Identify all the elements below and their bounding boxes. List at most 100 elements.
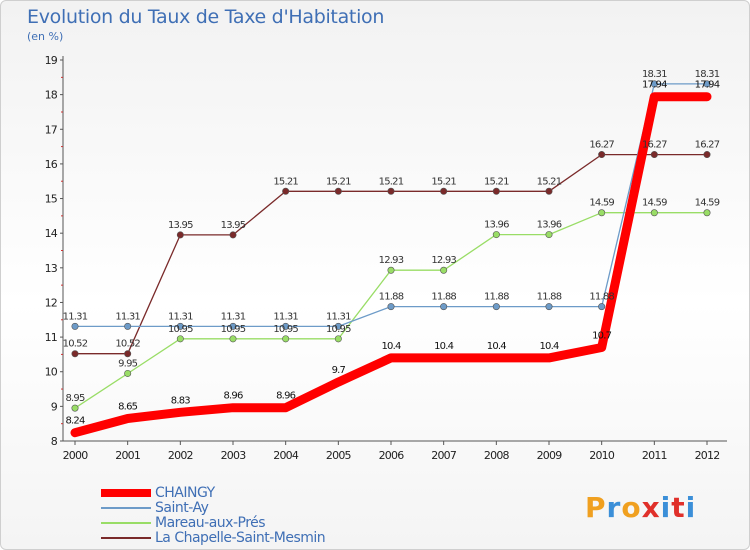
data-label-chaingy: 10.4 — [381, 341, 401, 352]
data-label-mareau-aux-pres: 10.95 — [326, 324, 351, 335]
data-point-la-chapelle-saint-mesmin — [71, 350, 79, 358]
data-label-mareau-aux-pres: 14.59 — [642, 198, 667, 209]
data-label-saint-ay: 11.31 — [221, 311, 246, 322]
logo-letter: o — [621, 491, 642, 524]
data-label-la-chapelle-saint-mesmin: 15.21 — [326, 176, 351, 187]
x-tick-label: 2006 — [379, 449, 405, 462]
data-point-mareau-aux-pres — [387, 266, 395, 274]
legend-item-la-chapelle-saint-mesmin: La Chapelle-Saint-Mesmin — [101, 529, 326, 546]
x-tick-label: 2001 — [115, 449, 140, 462]
y-tick-label: 17 — [45, 123, 58, 136]
data-point-saint-ay — [229, 322, 237, 330]
data-label-saint-ay: 11.88 — [537, 292, 562, 303]
legend-item-chaingy: CHAINGY — [101, 485, 325, 501]
data-point-la-chapelle-saint-mesmin — [492, 187, 500, 195]
logo-letter: t — [671, 491, 686, 524]
data-point-mareau-aux-pres — [71, 404, 79, 412]
logo-letter: i — [660, 491, 672, 524]
data-label-chaingy: 8.96 — [223, 391, 243, 402]
data-label-chaingy: 10.7 — [592, 330, 612, 341]
data-point-saint-ay — [440, 303, 448, 311]
y-tick-label: 15 — [45, 193, 58, 206]
data-point-saint-ay — [176, 322, 184, 330]
data-label-la-chapelle-saint-mesmin: 15.21 — [431, 176, 456, 187]
data-point-saint-ay — [703, 80, 711, 88]
data-point-mareau-aux-pres — [598, 209, 606, 217]
chart-title: Evolution du Taux de Taxe d'Habitation — [27, 6, 385, 28]
legend-swatch-mareau-aux-pres — [101, 521, 151, 524]
data-label-saint-ay: 11.88 — [431, 292, 456, 303]
y-tick-label: 14 — [45, 227, 58, 240]
data-point-mareau-aux-pres — [703, 209, 711, 217]
data-labels: 10.52 10.52 13.95 13.95 15.21 15.21 15.21 15.21… — [63, 69, 721, 427]
legend-swatch-chaingy — [101, 488, 151, 497]
data-label-mareau-aux-pres: 10.95 — [273, 324, 298, 335]
x-tick-label: 2009 — [537, 449, 563, 462]
data-label-la-chapelle-saint-mesmin: 15.21 — [484, 176, 509, 187]
data-label-saint-ay: 11.31 — [273, 311, 298, 322]
data-label-chaingy: 17.94 — [695, 80, 720, 91]
data-label-saint-ay: 18.31 — [695, 69, 720, 80]
data-point-saint-ay — [545, 303, 553, 311]
data-label-saint-ay: 11.31 — [115, 311, 140, 322]
x-tick-label: 2012 — [695, 449, 720, 462]
data-point-la-chapelle-saint-mesmin — [124, 350, 132, 358]
data-point-mareau-aux-pres — [440, 266, 448, 274]
data-point-saint-ay — [71, 322, 79, 330]
legend-swatch-la-chapelle-saint-mesmin — [101, 536, 151, 539]
y-tick-label: 12 — [45, 296, 57, 309]
data-point-la-chapelle-saint-mesmin — [545, 187, 553, 195]
legend-item-saint-ay: Saint-Ay — [101, 500, 325, 516]
data-label-chaingy: 17.94 — [642, 80, 667, 91]
data-label-chaingy: 10.4 — [539, 341, 559, 352]
data-point-mareau-aux-pres — [334, 335, 342, 343]
data-label-mareau-aux-pres: 10.95 — [168, 324, 193, 335]
x-tick-label: 2004 — [273, 449, 299, 462]
data-label-saint-ay: 11.31 — [63, 311, 88, 322]
data-label-chaingy: 8.96 — [276, 391, 296, 402]
data-point-saint-ay — [387, 303, 395, 311]
chart-subtitle: (en %) — [27, 30, 64, 43]
data-label-la-chapelle-saint-mesmin: 16.27 — [695, 140, 720, 151]
data-point-mareau-aux-pres — [492, 231, 500, 239]
data-label-la-chapelle-saint-mesmin: 15.21 — [537, 176, 562, 187]
data-label-la-chapelle-saint-mesmin: 10.52 — [115, 339, 140, 350]
data-label-la-chapelle-saint-mesmin: 16.27 — [589, 140, 614, 151]
legend-swatch-saint-ay — [101, 506, 151, 509]
axes: 8 9 10 11 12 13 14 15 16 17 18 19 2000 2001 2002 2003 20… — [45, 54, 727, 462]
x-tick-label: 2008 — [484, 449, 510, 462]
y-tick-label: 19 — [45, 54, 58, 67]
data-point-mareau-aux-pres — [176, 335, 184, 343]
logo-letter: P — [585, 491, 607, 524]
data-label-chaingy: 9.7 — [332, 365, 346, 376]
series-line-chaingy — [70, 92, 712, 438]
legend-item-mareau-aux-pres: Mareau-aux-Prés — [101, 514, 325, 531]
data-point-mareau-aux-pres — [124, 369, 132, 377]
data-point-saint-ay — [492, 303, 500, 311]
legend-label-mareau-aux-pres: Mareau-aux-Prés — [155, 514, 266, 531]
data-label-la-chapelle-saint-mesmin: 15.21 — [379, 176, 404, 187]
data-label-mareau-aux-pres: 12.93 — [431, 255, 456, 266]
data-label-chaingy: 8.24 — [65, 416, 85, 427]
data-point-mareau-aux-pres — [229, 335, 237, 343]
data-label-la-chapelle-saint-mesmin: 13.95 — [168, 220, 193, 231]
data-label-la-chapelle-saint-mesmin: 16.27 — [642, 140, 667, 151]
data-point-la-chapelle-saint-mesmin — [334, 187, 342, 195]
y-tick-label: 18 — [45, 89, 58, 102]
data-point-saint-ay — [282, 322, 290, 330]
data-label-mareau-aux-pres: 13.96 — [484, 220, 509, 231]
data-label-saint-ay: 11.88 — [589, 292, 614, 303]
data-label-mareau-aux-pres: 14.59 — [589, 198, 614, 209]
data-label-mareau-aux-pres: 13.96 — [537, 220, 562, 231]
proxiti-logo: Proxiti — [585, 491, 696, 524]
data-label-mareau-aux-pres: 9.95 — [118, 358, 138, 369]
data-label-chaingy: 8.83 — [171, 395, 191, 406]
data-label-la-chapelle-saint-mesmin: 13.95 — [221, 220, 246, 231]
data-label-chaingy: 8.65 — [118, 401, 138, 412]
legend: CHAINGY Saint-Ay Mareau-aux-Prés La Chap… — [101, 485, 326, 546]
data-point-la-chapelle-saint-mesmin — [176, 231, 184, 239]
logo-letter: x — [641, 491, 661, 524]
legend-label-la-chapelle-saint-mesmin: La Chapelle-Saint-Mesmin — [155, 529, 326, 546]
data-label-saint-ay: 11.31 — [168, 311, 193, 322]
